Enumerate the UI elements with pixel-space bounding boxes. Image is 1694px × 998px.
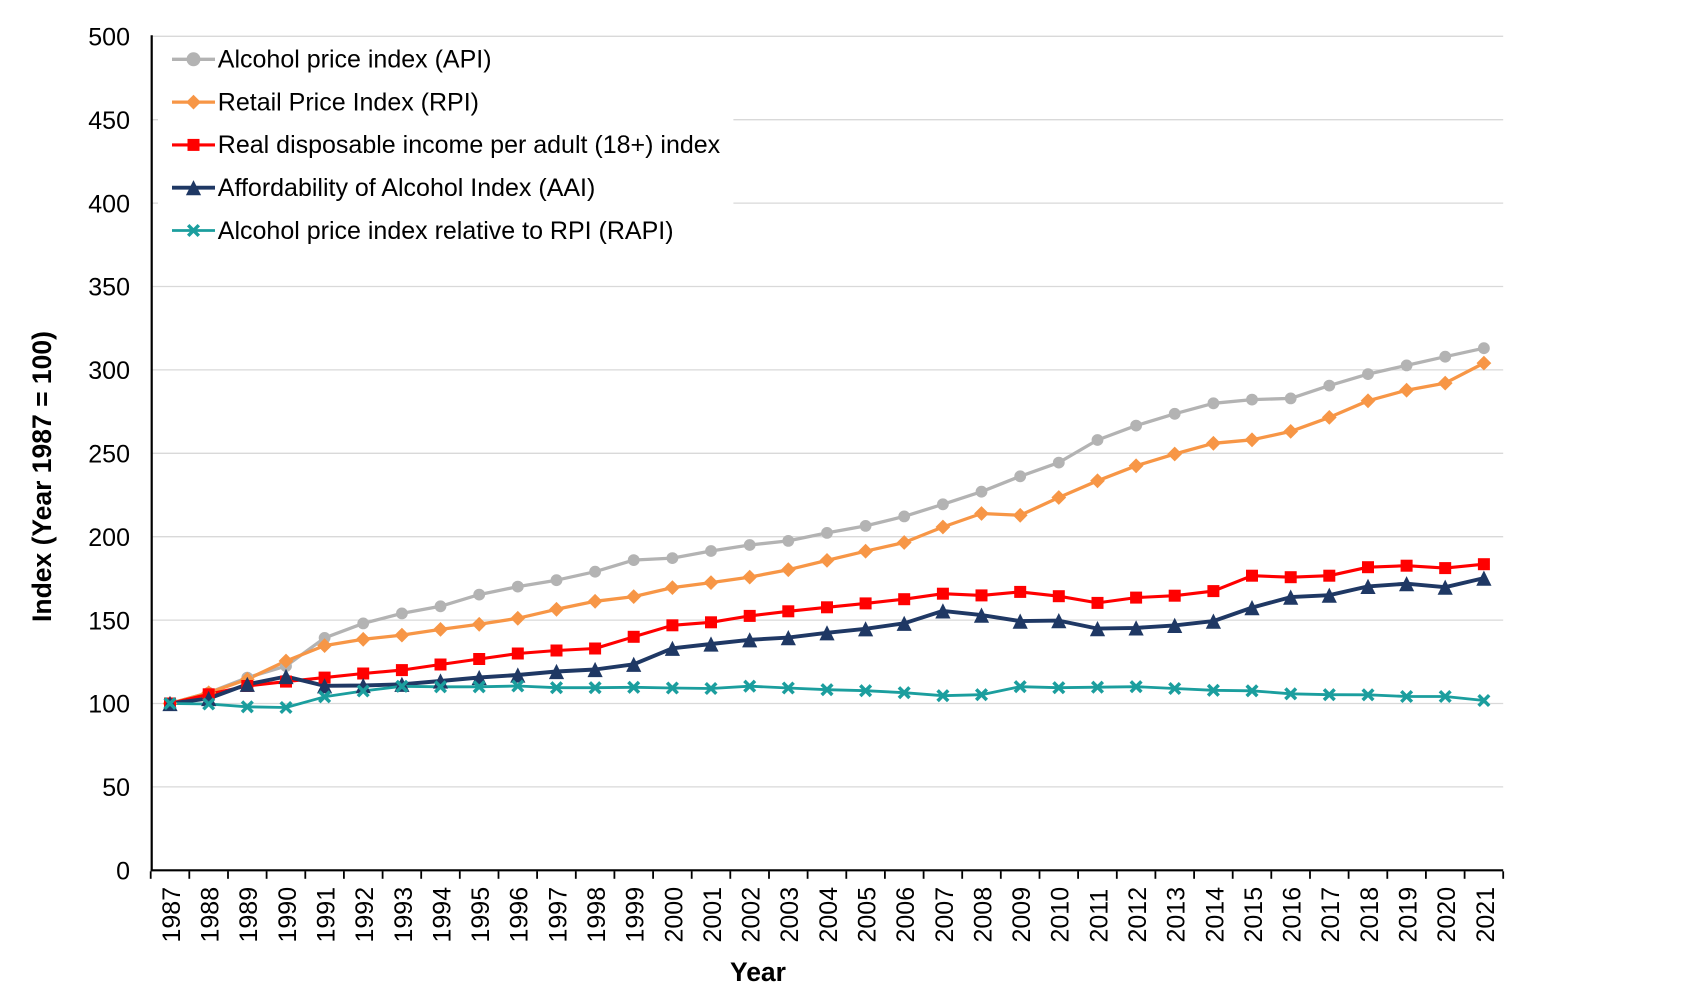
svg-text:2003: 2003: [776, 887, 804, 943]
svg-text:2000: 2000: [660, 887, 688, 943]
svg-text:Affordability of Alcohol Index: Affordability of Alcohol Index (AAI): [218, 174, 596, 202]
svg-text:2007: 2007: [931, 887, 959, 943]
svg-text:2004: 2004: [815, 887, 843, 943]
svg-text:100: 100: [88, 691, 130, 719]
svg-text:Alcohol price index relative t: Alcohol price index relative to RPI (RAP…: [218, 217, 674, 245]
svg-text:2005: 2005: [854, 887, 882, 943]
svg-text:2016: 2016: [1279, 887, 1307, 943]
svg-text:350: 350: [88, 274, 130, 302]
svg-text:Index (Year 1987 = 100): Index (Year 1987 = 100): [27, 331, 57, 622]
svg-text:2021: 2021: [1472, 887, 1500, 943]
svg-text:1990: 1990: [274, 887, 302, 943]
svg-text:1994: 1994: [428, 887, 456, 943]
svg-text:2011: 2011: [1085, 889, 1113, 943]
svg-text:Year: Year: [730, 957, 786, 987]
svg-text:2001: 2001: [699, 887, 727, 943]
svg-text:0: 0: [116, 858, 130, 886]
svg-text:500: 500: [88, 24, 130, 52]
svg-text:1997: 1997: [544, 887, 572, 943]
svg-text:2015: 2015: [1240, 887, 1268, 943]
svg-text:2020: 2020: [1433, 887, 1461, 943]
svg-text:300: 300: [88, 357, 130, 385]
svg-text:450: 450: [88, 107, 130, 135]
svg-text:1987: 1987: [158, 887, 186, 943]
svg-text:1998: 1998: [583, 887, 611, 943]
svg-text:1991: 1991: [313, 887, 341, 943]
svg-text:2012: 2012: [1124, 887, 1152, 943]
svg-text:150: 150: [88, 607, 130, 635]
svg-text:50: 50: [102, 774, 130, 802]
svg-text:2017: 2017: [1317, 887, 1345, 943]
svg-text:1999: 1999: [622, 887, 650, 943]
svg-text:Real disposable income per adu: Real disposable income per adult (18+) i…: [218, 131, 721, 159]
svg-text:1992: 1992: [351, 887, 379, 943]
svg-text:Alcohol price index (API): Alcohol price index (API): [218, 46, 492, 74]
svg-text:1988: 1988: [197, 887, 225, 943]
svg-text:1993: 1993: [390, 887, 418, 943]
svg-text:2019: 2019: [1395, 887, 1423, 943]
svg-text:2018: 2018: [1356, 887, 1384, 943]
svg-text:2009: 2009: [1008, 887, 1036, 943]
svg-text:2013: 2013: [1163, 887, 1191, 943]
svg-text:Retail Price Index (RPI): Retail Price Index (RPI): [218, 88, 479, 116]
svg-text:2008: 2008: [969, 887, 997, 943]
svg-text:250: 250: [88, 441, 130, 469]
svg-text:2010: 2010: [1047, 887, 1075, 943]
svg-text:200: 200: [88, 524, 130, 552]
svg-text:1995: 1995: [467, 887, 495, 943]
svg-text:2002: 2002: [738, 887, 766, 943]
svg-text:400: 400: [88, 190, 130, 218]
svg-text:1996: 1996: [506, 887, 534, 943]
svg-text:2014: 2014: [1201, 887, 1229, 943]
svg-text:1989: 1989: [235, 887, 263, 943]
svg-text:2006: 2006: [892, 887, 920, 943]
